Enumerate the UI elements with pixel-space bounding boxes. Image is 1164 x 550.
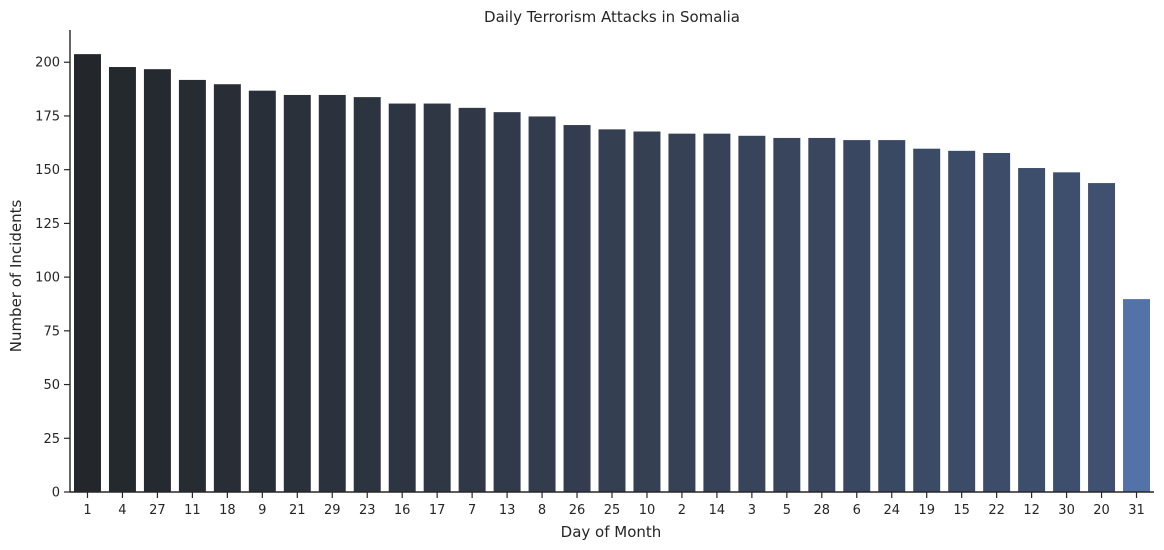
x-tick-label: 3	[748, 503, 756, 518]
bar-day-3	[737, 134, 767, 493]
x-tick-label: 15	[953, 503, 970, 518]
x-tick-label: 9	[258, 503, 266, 518]
bar-day-6	[842, 139, 872, 493]
x-tick-label: 11	[184, 503, 201, 518]
bar-day-16	[387, 102, 417, 493]
y-tick-label: 25	[43, 432, 60, 447]
bar-day-9	[247, 89, 277, 493]
bar-day-24	[877, 139, 907, 493]
bar-day-19	[912, 147, 942, 493]
x-axis-ticks: 1 4 27 11 18 9 21 29 23 16 17 7 13 8 26 25 10 2 14 3 5 28 6 24 1…	[83, 492, 1145, 518]
x-tick-label: 25	[604, 503, 621, 518]
x-tick-label: 7	[468, 503, 476, 518]
y-axis-ticks: 0 25 50 75 100 125 150 175 200	[35, 56, 70, 501]
x-tick-label: 27	[149, 503, 166, 518]
x-axis-title: Day of Month	[561, 523, 662, 541]
x-tick-label: 4	[118, 503, 126, 518]
x-tick-label: 26	[569, 503, 586, 518]
bar-day-11	[177, 78, 207, 493]
bar-day-1	[72, 53, 102, 493]
x-tick-label: 24	[883, 503, 900, 518]
x-tick-label: 16	[394, 503, 411, 518]
x-tick-label: 22	[988, 503, 1005, 518]
y-tick-label: 0	[52, 486, 60, 501]
bar-day-23	[352, 96, 382, 493]
x-tick-label: 19	[918, 503, 935, 518]
x-tick-label: 28	[814, 503, 831, 518]
x-tick-label: 2	[678, 503, 686, 518]
x-tick-label: 13	[499, 503, 516, 518]
x-tick-label: 21	[289, 503, 306, 518]
x-tick-label: 8	[538, 503, 546, 518]
bar-day-30	[1052, 171, 1082, 493]
bar-day-7	[457, 106, 487, 493]
bar-day-21	[282, 93, 312, 493]
x-tick-label: 12	[1023, 503, 1040, 518]
y-tick-label: 125	[35, 217, 60, 232]
bar-day-5	[772, 136, 802, 493]
bar-day-27	[142, 68, 172, 493]
y-tick-label: 75	[43, 324, 60, 339]
y-tick-label: 150	[35, 163, 60, 178]
bar-day-14	[702, 132, 732, 493]
x-tick-label: 17	[429, 503, 446, 518]
bar-day-29	[317, 93, 347, 493]
y-tick-label: 100	[35, 271, 60, 286]
x-tick-label: 31	[1128, 503, 1145, 518]
bar-day-31	[1122, 298, 1152, 493]
bar-day-4	[107, 66, 137, 493]
bar-day-22	[982, 151, 1012, 493]
bar-day-2	[667, 132, 697, 493]
bar-day-20	[1087, 182, 1117, 493]
y-tick-label: 175	[35, 109, 60, 124]
bar-day-28	[807, 136, 837, 493]
bar-day-8	[527, 115, 557, 493]
x-tick-label: 10	[639, 503, 656, 518]
y-tick-label: 200	[35, 56, 60, 71]
x-tick-label: 30	[1058, 503, 1075, 518]
bar-day-17	[422, 102, 452, 493]
y-tick-label: 50	[43, 378, 60, 393]
chart-title: Daily Terrorism Attacks in Somalia	[484, 8, 740, 26]
x-tick-label: 14	[709, 503, 726, 518]
x-tick-label: 23	[359, 503, 376, 518]
bar-day-10	[632, 130, 662, 493]
bar-day-12	[1017, 167, 1047, 493]
bar-day-15	[947, 149, 977, 493]
bars-group	[72, 53, 1152, 493]
y-axis-title: Number of Incidents	[7, 200, 25, 353]
x-tick-label: 20	[1093, 503, 1110, 518]
bar-day-25	[597, 128, 627, 493]
x-tick-label: 1	[83, 503, 91, 518]
bar-day-18	[212, 83, 242, 493]
x-tick-label: 29	[324, 503, 341, 518]
x-tick-label: 5	[783, 503, 791, 518]
x-tick-label: 18	[219, 503, 236, 518]
bar-day-13	[492, 111, 522, 493]
bar-day-26	[562, 124, 592, 493]
x-tick-label: 6	[853, 503, 861, 518]
